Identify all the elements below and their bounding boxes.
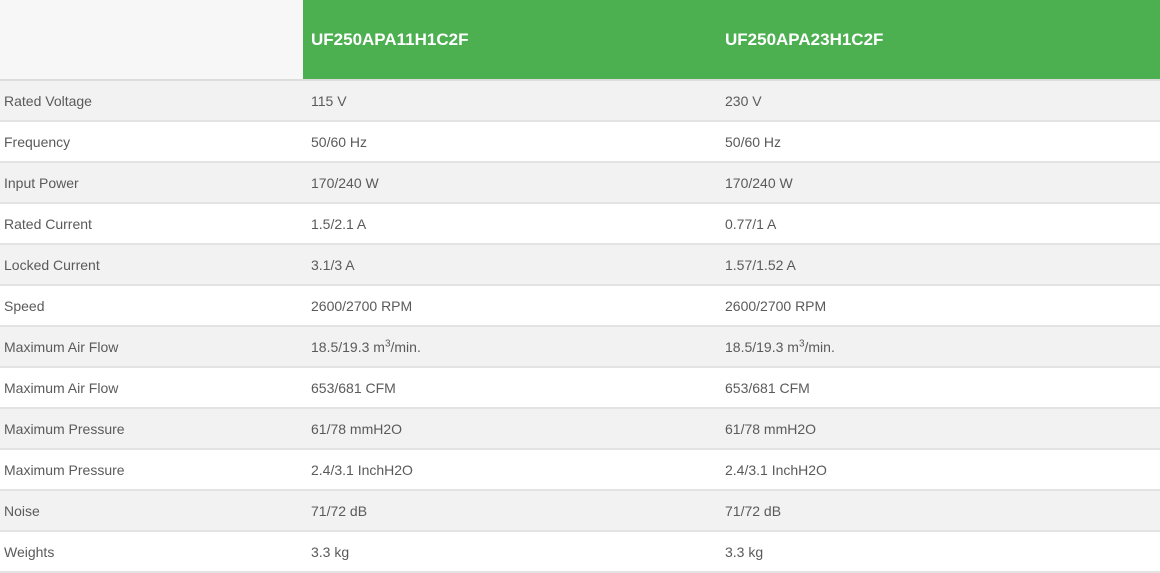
spec-label: Frequency (0, 121, 303, 163)
table-row: Weights 3.3 kg 3.3 kg (0, 531, 1160, 573)
spec-value: 1.5/2.1 A (303, 203, 717, 245)
spec-label: Input Power (0, 162, 303, 204)
spec-label: Noise (0, 490, 303, 532)
table-row: Rated Current 1.5/2.1 A 0.77/1 A (0, 203, 1160, 245)
spec-value: 230 V (717, 80, 1160, 122)
table-row: Maximum Air Flow 653/681 CFM 653/681 CFM (0, 367, 1160, 409)
value-text: 170/240 W (311, 174, 379, 191)
value-text: 653/681 CFM (725, 379, 810, 396)
value-text: 3.3 kg (725, 543, 764, 560)
spec-value: 61/78 mmH2O (303, 408, 717, 450)
value-text: 71/72 dB (311, 502, 368, 519)
value-suffix: /min. (804, 338, 835, 355)
value-text: 170/240 W (725, 174, 793, 191)
value-text: 18.5/19.3 m (725, 338, 799, 355)
spec-value: 170/240 W (717, 162, 1160, 204)
value-text: 0.77/1 A (725, 215, 777, 232)
spec-label: Speed (0, 285, 303, 327)
spec-value: 170/240 W (303, 162, 717, 204)
spec-rows: Rated Voltage 115 V 230 V Frequency 50/60 Hz… (0, 80, 1160, 573)
value-text: 3.3 kg (311, 543, 350, 560)
spec-label: Weights (0, 531, 303, 573)
value-text: 2.4/3.1 InchH2O (311, 461, 413, 478)
spec-label: Maximum Air Flow (0, 326, 303, 368)
spec-value: 50/60 Hz (717, 121, 1160, 163)
value-text: 61/78 mmH2O (311, 420, 403, 437)
value-text: 18.5/19.3 m (311, 338, 385, 355)
spec-value: 61/78 mmH2O (717, 408, 1160, 450)
value-suffix: /min. (390, 338, 421, 355)
model-header-2: UF250APA23H1C2F (717, 0, 1160, 81)
table-row: Maximum Pressure 61/78 mmH2O 61/78 mmH2O (0, 408, 1160, 450)
spec-label: Maximum Pressure (0, 449, 303, 491)
spec-value: 653/681 CFM (303, 367, 717, 409)
spec-label: Maximum Pressure (0, 408, 303, 450)
value-text: 1.5/2.1 A (311, 215, 367, 232)
value-superscript: 3 (798, 337, 805, 349)
table-row: Noise 71/72 dB 71/72 dB (0, 490, 1160, 532)
spec-value: 3.1/3 A (303, 244, 717, 286)
spec-value: 50/60 Hz (303, 121, 717, 163)
table-row: Maximum Pressure 2.4/3.1 InchH2O 2.4/3.1 I… (0, 449, 1160, 491)
spec-value: 3.3 kg (717, 531, 1160, 573)
spec-value: 3.3 kg (303, 531, 717, 573)
spec-value: 115 V (303, 80, 717, 122)
spec-value: 18.5/19.3 m3/min. (717, 326, 1160, 368)
value-text: 2.4/3.1 InchH2O (725, 461, 827, 478)
value-text: 61/78 mmH2O (725, 420, 817, 437)
value-superscript: 3 (384, 337, 391, 349)
value-text: 653/681 CFM (311, 379, 396, 396)
header-blank-cell (0, 0, 303, 81)
table-row: Speed 2600/2700 RPM 2600/2700 RPM (0, 285, 1160, 327)
spec-value: 653/681 CFM (717, 367, 1160, 409)
table-row: Frequency 50/60 Hz 50/60 Hz (0, 121, 1160, 163)
value-text: 71/72 dB (725, 502, 782, 519)
value-text: 2600/2700 RPM (725, 297, 827, 314)
spec-label: Rated Current (0, 203, 303, 245)
value-text: 1.57/1.52 A (725, 256, 796, 273)
value-text: 50/60 Hz (311, 133, 368, 150)
value-text: 115 V (311, 92, 347, 109)
spec-value: 18.5/19.3 m3/min. (303, 326, 717, 368)
table-row: Rated Voltage 115 V 230 V (0, 80, 1160, 122)
spec-value: 1.57/1.52 A (717, 244, 1160, 286)
spec-value: 2600/2700 RPM (717, 285, 1160, 327)
spec-label: Rated Voltage (0, 80, 303, 122)
spec-label: Locked Current (0, 244, 303, 286)
spec-value: 71/72 dB (303, 490, 717, 532)
spec-value: 2600/2700 RPM (303, 285, 717, 327)
value-text: 2600/2700 RPM (311, 297, 413, 314)
value-text: 50/60 Hz (725, 133, 782, 150)
spec-value: 0.77/1 A (717, 203, 1160, 245)
table-row: Input Power 170/240 W 170/240 W (0, 162, 1160, 204)
table-row: Locked Current 3.1/3 A 1.57/1.52 A (0, 244, 1160, 286)
model-header-1: UF250APA11H1C2F (303, 0, 717, 81)
value-text: 3.1/3 A (311, 256, 355, 273)
table-row: Maximum Air Flow 18.5/19.3 m3/min. 18.5/19… (0, 326, 1160, 368)
spec-value: 71/72 dB (717, 490, 1160, 532)
value-text: 230 V (725, 92, 762, 109)
spec-value: 2.4/3.1 InchH2O (303, 449, 717, 491)
header-row: UF250APA11H1C2F UF250APA23H1C2F (0, 0, 1160, 81)
spec-label: Maximum Air Flow (0, 367, 303, 409)
spec-value: 2.4/3.1 InchH2O (717, 449, 1160, 491)
